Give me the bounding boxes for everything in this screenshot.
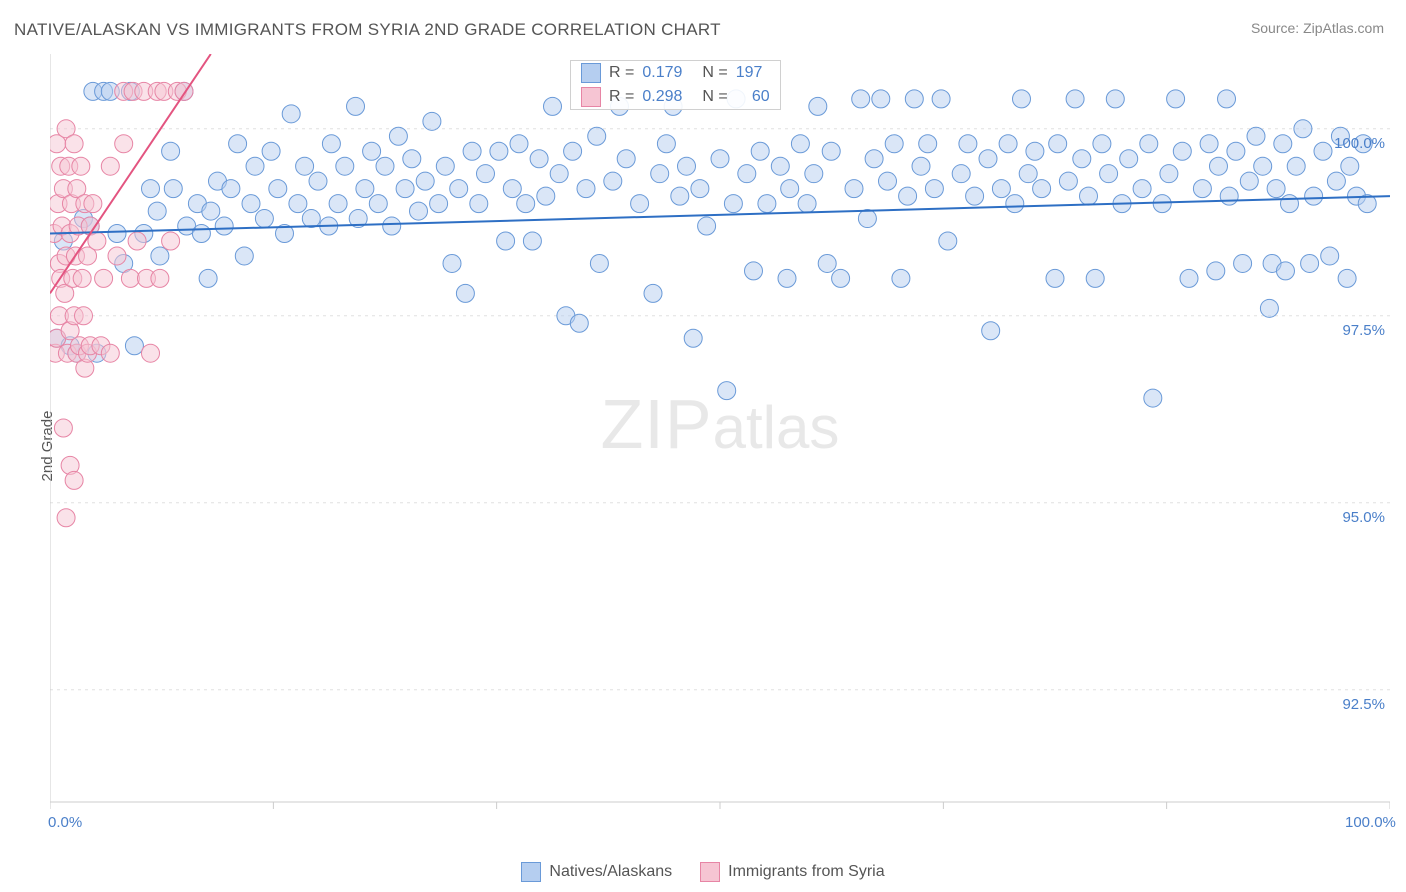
y-tick-label: 95.0% xyxy=(1330,509,1385,526)
legend-n-value: 60 xyxy=(736,88,770,106)
scatter-chart xyxy=(50,54,1390,824)
legend-swatch-pink xyxy=(700,862,720,882)
legend-item-syria: Immigrants from Syria xyxy=(700,862,884,882)
x-tick-label: 100.0% xyxy=(1345,814,1396,831)
legend-r-value: 0.298 xyxy=(642,88,694,106)
legend-r-label: R = xyxy=(609,64,634,82)
legend-n-value: 197 xyxy=(736,64,770,82)
legend-label: Immigrants from Syria xyxy=(728,863,884,881)
chart-title: NATIVE/ALASKAN VS IMMIGRANTS FROM SYRIA … xyxy=(14,20,721,40)
x-tick-label: 0.0% xyxy=(48,814,82,831)
y-tick-label: 97.5% xyxy=(1330,322,1385,339)
source-label: Source: ZipAtlas.com xyxy=(1251,20,1384,36)
legend-row-2: R = 0.298 N = 60 xyxy=(571,85,780,109)
correlation-legend: R = 0.179 N = 197 R = 0.298 N = 60 xyxy=(570,60,781,110)
legend-swatch-blue xyxy=(521,862,541,882)
series-legend: Natives/Alaskans Immigrants from Syria xyxy=(0,862,1406,882)
legend-n-label: N = xyxy=(702,64,727,82)
legend-n-label: N = xyxy=(702,88,727,106)
legend-r-value: 0.179 xyxy=(642,64,694,82)
legend-swatch-blue xyxy=(581,63,601,83)
chart-area: ZIPatlas xyxy=(50,54,1390,824)
legend-item-natives: Natives/Alaskans xyxy=(521,862,672,882)
legend-row-1: R = 0.179 N = 197 xyxy=(571,61,780,85)
y-tick-label: 100.0% xyxy=(1330,135,1385,152)
legend-swatch-pink xyxy=(581,87,601,107)
y-tick-label: 92.5% xyxy=(1330,696,1385,713)
legend-r-label: R = xyxy=(609,88,634,106)
legend-label: Natives/Alaskans xyxy=(549,863,672,881)
